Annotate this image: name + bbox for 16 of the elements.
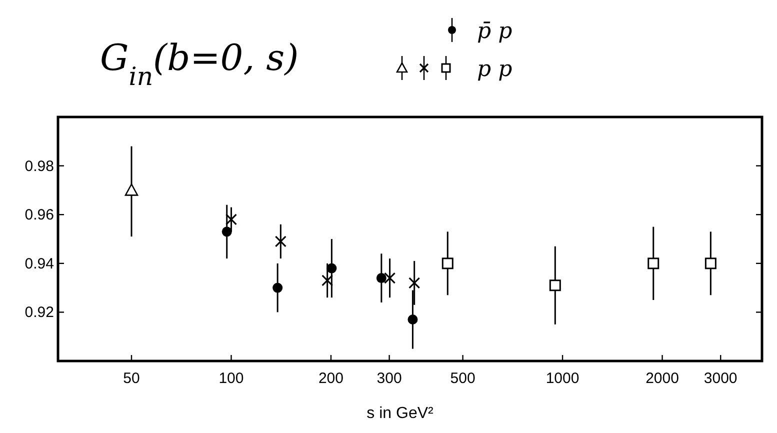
- x-tick-label: 50: [123, 370, 140, 387]
- x-tick-label: 1000: [546, 370, 580, 387]
- x-tick-label: 500: [450, 370, 476, 387]
- x-tick-label: 200: [318, 370, 344, 387]
- y-tick-label: 0.98: [24, 158, 54, 175]
- y-tick-label: 0.96: [24, 206, 54, 224]
- x-axis-title: s in GeV²: [366, 405, 434, 422]
- x-tick-label: 3000: [704, 370, 738, 387]
- x-tick-label: 2000: [646, 370, 679, 387]
- chart-title: G$_{in}$(b=0, s): [100, 38, 299, 90]
- y-tick-label: 0.94: [24, 255, 54, 272]
- y-tick-label: 0.92: [24, 304, 54, 322]
- legend-label: p p: [477, 57, 512, 82]
- legend-label: p̄ p: [477, 19, 512, 44]
- x-tick-label: 300: [376, 370, 402, 387]
- x-tick-label: 100: [218, 370, 244, 387]
